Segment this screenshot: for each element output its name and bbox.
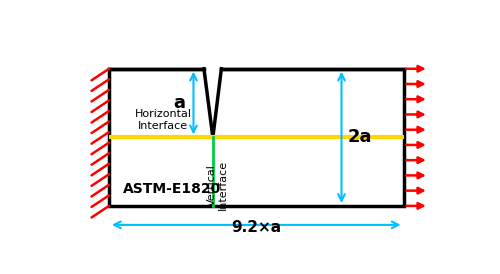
Text: Vertical
Interface: Vertical Interface — [206, 160, 229, 210]
Text: Horizontal
Interface: Horizontal Interface — [135, 109, 192, 131]
Bar — [109, 69, 404, 206]
Polygon shape — [204, 62, 222, 71]
Text: 9.2×a: 9.2×a — [231, 220, 281, 235]
Text: a: a — [174, 93, 186, 112]
Text: ASTM-E1820: ASTM-E1820 — [122, 182, 221, 196]
Text: 2a: 2a — [348, 128, 372, 146]
